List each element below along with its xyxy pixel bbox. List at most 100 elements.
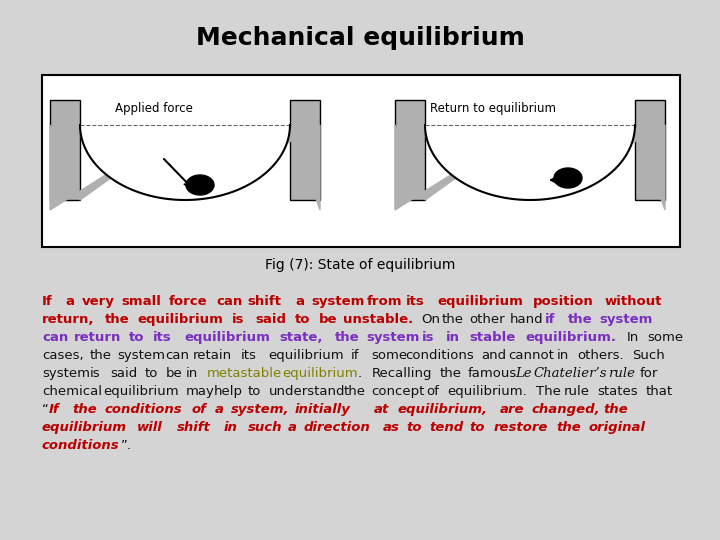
- Text: equilibrium: equilibrium: [42, 421, 127, 434]
- Text: equilibrium: equilibrium: [438, 295, 523, 308]
- Text: the: the: [568, 313, 593, 326]
- Text: is: is: [422, 331, 434, 344]
- Text: Such: Such: [632, 349, 665, 362]
- Polygon shape: [80, 125, 290, 200]
- Text: famous: famous: [467, 367, 517, 380]
- FancyBboxPatch shape: [42, 75, 680, 247]
- Text: in: in: [186, 367, 198, 380]
- Text: conditions: conditions: [42, 439, 120, 452]
- Text: equilibrium: equilibrium: [269, 349, 344, 362]
- Text: In: In: [627, 331, 639, 344]
- Text: to: to: [129, 331, 145, 344]
- Text: return,: return,: [42, 313, 94, 326]
- Text: in: in: [557, 349, 569, 362]
- Text: equilibrium: equilibrium: [137, 313, 223, 326]
- FancyBboxPatch shape: [290, 100, 320, 200]
- Text: is: is: [232, 313, 245, 326]
- Text: initially: initially: [294, 403, 350, 416]
- Text: equilibrium: equilibrium: [282, 367, 358, 380]
- Text: shift: shift: [248, 295, 282, 308]
- Text: equilibrium.: equilibrium.: [525, 331, 616, 344]
- Text: for: for: [639, 367, 658, 380]
- Text: rule: rule: [564, 385, 590, 398]
- Text: concept: concept: [372, 385, 425, 398]
- Text: a: a: [295, 295, 305, 308]
- Text: Le: Le: [516, 367, 532, 380]
- Text: very: very: [81, 295, 114, 308]
- Text: Return to equilibrium: Return to equilibrium: [430, 102, 556, 115]
- Text: without: without: [604, 295, 662, 308]
- Text: other: other: [469, 313, 505, 326]
- Polygon shape: [530, 125, 665, 210]
- Text: as: as: [382, 421, 400, 434]
- Text: changed,: changed,: [532, 403, 600, 416]
- Text: unstable.: unstable.: [343, 313, 413, 326]
- Text: stable: stable: [469, 331, 516, 344]
- Text: be: be: [166, 367, 182, 380]
- Text: at: at: [374, 403, 389, 416]
- Text: system: system: [117, 349, 166, 362]
- Text: a: a: [66, 295, 75, 308]
- Text: ”.: ”.: [121, 439, 132, 452]
- Text: If: If: [49, 403, 60, 416]
- Text: if: if: [544, 313, 555, 326]
- Text: to: to: [469, 421, 485, 434]
- Text: small: small: [121, 295, 161, 308]
- Text: be: be: [319, 313, 338, 326]
- FancyBboxPatch shape: [50, 100, 80, 200]
- Text: that: that: [646, 385, 673, 398]
- Text: states: states: [598, 385, 639, 398]
- Text: Recalling: Recalling: [372, 367, 432, 380]
- Text: the: the: [440, 367, 462, 380]
- Text: the: the: [90, 349, 112, 362]
- Text: force: force: [168, 295, 207, 308]
- Text: equilibrium,: equilibrium,: [397, 403, 487, 416]
- Text: such: such: [248, 421, 282, 434]
- Text: state,: state,: [279, 331, 323, 344]
- Text: “: “: [42, 403, 49, 416]
- Text: help: help: [214, 385, 243, 398]
- Text: the: the: [557, 421, 581, 434]
- Text: chemical: chemical: [42, 385, 102, 398]
- Text: Applied force: Applied force: [115, 102, 193, 115]
- Text: are: are: [500, 403, 525, 416]
- Text: a: a: [215, 403, 224, 416]
- Text: said: said: [256, 313, 287, 326]
- Text: understand: understand: [269, 385, 345, 398]
- Text: cannot: cannot: [508, 349, 554, 362]
- Text: tend: tend: [430, 421, 464, 434]
- Text: Mechanical equilibrium: Mechanical equilibrium: [196, 26, 524, 50]
- Text: system: system: [42, 367, 90, 380]
- Text: in: in: [224, 421, 238, 434]
- Text: restore: restore: [493, 421, 548, 434]
- Text: and: and: [481, 349, 506, 362]
- Text: system: system: [366, 331, 420, 344]
- Text: of: of: [426, 385, 439, 398]
- Text: rule: rule: [608, 367, 635, 380]
- Text: system: system: [600, 313, 653, 326]
- Text: The: The: [536, 385, 561, 398]
- FancyBboxPatch shape: [395, 100, 425, 200]
- Text: shift: shift: [176, 421, 210, 434]
- Text: to: to: [248, 385, 261, 398]
- Text: if: if: [351, 349, 359, 362]
- Text: some: some: [372, 349, 408, 362]
- Text: to: to: [145, 367, 158, 380]
- Text: On: On: [421, 313, 440, 326]
- Text: may: may: [186, 385, 215, 398]
- Text: in: in: [446, 331, 460, 344]
- Text: to: to: [295, 313, 311, 326]
- Text: the: the: [335, 331, 359, 344]
- Text: Chatelier’s: Chatelier’s: [534, 367, 608, 380]
- Text: .: .: [358, 367, 361, 380]
- Text: direction: direction: [303, 421, 370, 434]
- Text: return: return: [73, 331, 121, 344]
- Text: the: the: [73, 403, 97, 416]
- Text: the: the: [344, 385, 366, 398]
- Text: position: position: [533, 295, 593, 308]
- Text: is: is: [90, 367, 101, 380]
- FancyBboxPatch shape: [635, 100, 665, 200]
- Text: to: to: [406, 421, 422, 434]
- Text: the: the: [441, 313, 464, 326]
- Text: system,: system,: [231, 403, 289, 416]
